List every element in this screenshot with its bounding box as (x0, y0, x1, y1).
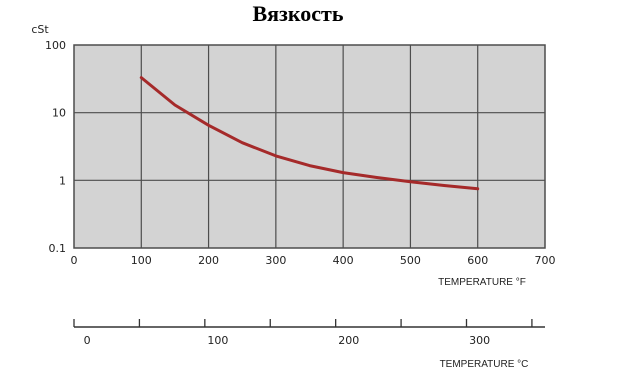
celsius-tick-label: 200 (338, 334, 359, 347)
x-tick-label: 100 (131, 254, 152, 267)
x-tick-label: 500 (400, 254, 421, 267)
celsius-tick-label: 100 (207, 334, 228, 347)
y-tick-label: 100 (45, 39, 66, 52)
y-tick-label: 10 (52, 107, 66, 120)
y-tick-label: 0.1 (49, 242, 67, 255)
x-tick-label: 600 (467, 254, 488, 267)
x-tick-label: 0 (71, 254, 78, 267)
x-tick-label: 300 (265, 254, 286, 267)
x-axis-label-celsius: TEMPERATURE °C (440, 359, 529, 370)
x-axis-label-fahrenheit: TEMPERATURE °F (438, 277, 526, 288)
y-axis-label: cSt (31, 23, 49, 36)
x-tick-label: 700 (535, 254, 556, 267)
x-tick-label: 200 (198, 254, 219, 267)
chart-title: Вязкость (252, 1, 343, 26)
celsius-tick-label: 0 (84, 334, 91, 347)
celsius-axis: 0 100 200 300 (73, 319, 545, 347)
x-tick-label: 400 (333, 254, 354, 267)
plot-background (74, 45, 545, 248)
viscosity-curve (139, 76, 480, 191)
plot-area: 100 10 1 0.1 0 100 200 300 400 500 600 700 (45, 39, 556, 267)
y-tick-label: 1 (59, 174, 66, 187)
celsius-tick-label: 300 (469, 334, 490, 347)
plot-border (73, 44, 546, 249)
